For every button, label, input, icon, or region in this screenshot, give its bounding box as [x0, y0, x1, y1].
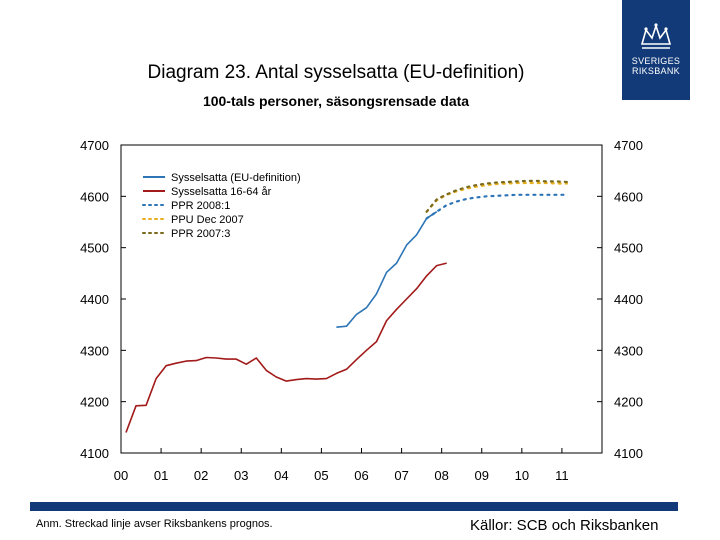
legend-label-2: Sysselsatta 16-64 år [171, 186, 272, 198]
y-tick-label-right: 4300 [614, 343, 643, 358]
x-tick-label: 11 [555, 468, 569, 483]
footnote: Anm. Streckad linje avser Riksbankens pr… [36, 518, 273, 530]
footer-rule [30, 502, 678, 511]
x-tick-label: 00 [114, 468, 128, 483]
x-tick-label: 04 [274, 468, 288, 483]
x-tick-label: 01 [154, 468, 168, 483]
crown-emblem-icon [640, 23, 672, 49]
y-tick-label-left: 4100 [80, 446, 109, 461]
y-tick-label-left: 4700 [80, 138, 109, 153]
chart-title: Diagram 23. Antal sysselsatta (EU-defini… [147, 62, 525, 83]
y-tick-label-right: 4600 [614, 189, 643, 204]
x-tick-label: 07 [394, 468, 408, 483]
x-tick-label: 05 [314, 468, 328, 483]
y-tick-label-left: 4400 [80, 292, 109, 307]
series-line-2 [125, 262, 447, 433]
y-tick-label-left: 4300 [80, 343, 109, 358]
legend-label-1: Sysselsatta (EU-definition) [171, 172, 301, 184]
x-tick-label: 02 [194, 468, 208, 483]
legend-box [137, 168, 325, 240]
logo-line-1: SVERIGES [631, 56, 681, 66]
legend-label-3: PPR 2008:1 [171, 200, 230, 212]
y-tick-label-right: 4100 [614, 446, 643, 461]
y-tick-label-left: 4600 [80, 189, 109, 204]
x-tick-label: 03 [234, 468, 248, 483]
series-line-1 [336, 211, 438, 328]
y-tick-label-right: 4700 [614, 138, 643, 153]
x-tick-label: 10 [515, 468, 529, 483]
x-tick-label: 08 [434, 468, 448, 483]
y-tick-label-left: 4500 [80, 241, 109, 256]
series-line-5 [425, 179, 568, 213]
chart-subtitle: 100-tals personer, säsongsrensade data [202, 93, 470, 109]
legend-label-5: PPR 2007:3 [171, 228, 230, 240]
series-line-4 [425, 181, 568, 213]
riksbank-logo: SVERIGES RIKSBANK [622, 0, 690, 100]
y-tick-label-right: 4400 [614, 292, 643, 307]
series-line-3 [425, 193, 568, 220]
x-tick-label: 06 [354, 468, 368, 483]
y-tick-label-left: 4200 [80, 395, 109, 410]
x-tick-label: 09 [475, 468, 489, 483]
legend-label-4: PPU Dec 2007 [171, 214, 244, 226]
y-tick-label-right: 4200 [614, 395, 643, 410]
logo-line-2: RIKSBANK [632, 66, 680, 76]
sources: Källor: SCB och Riksbanken [470, 517, 659, 534]
y-tick-label-right: 4500 [614, 241, 643, 256]
